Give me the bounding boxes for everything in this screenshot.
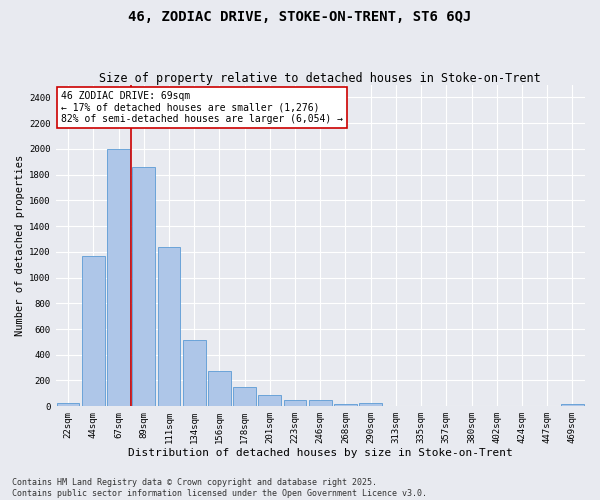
Bar — [309, 400, 332, 406]
Bar — [133, 167, 155, 406]
Bar — [107, 149, 130, 406]
Bar — [259, 394, 281, 406]
Bar — [233, 387, 256, 406]
Text: 46 ZODIAC DRIVE: 69sqm
← 17% of detached houses are smaller (1,276)
82% of semi-: 46 ZODIAC DRIVE: 69sqm ← 17% of detached… — [61, 91, 343, 124]
Bar — [183, 340, 206, 406]
Bar — [359, 403, 382, 406]
Bar — [57, 403, 79, 406]
Bar — [284, 400, 307, 406]
Bar — [334, 404, 357, 406]
Y-axis label: Number of detached properties: Number of detached properties — [15, 154, 25, 336]
Text: 46, ZODIAC DRIVE, STOKE-ON-TRENT, ST6 6QJ: 46, ZODIAC DRIVE, STOKE-ON-TRENT, ST6 6Q… — [128, 10, 472, 24]
X-axis label: Distribution of detached houses by size in Stoke-on-Trent: Distribution of detached houses by size … — [128, 448, 512, 458]
Title: Size of property relative to detached houses in Stoke-on-Trent: Size of property relative to detached ho… — [100, 72, 541, 85]
Bar — [158, 246, 181, 406]
Bar — [561, 404, 584, 406]
Text: Contains HM Land Registry data © Crown copyright and database right 2025.
Contai: Contains HM Land Registry data © Crown c… — [12, 478, 427, 498]
Bar — [82, 256, 104, 406]
Bar — [208, 371, 231, 406]
